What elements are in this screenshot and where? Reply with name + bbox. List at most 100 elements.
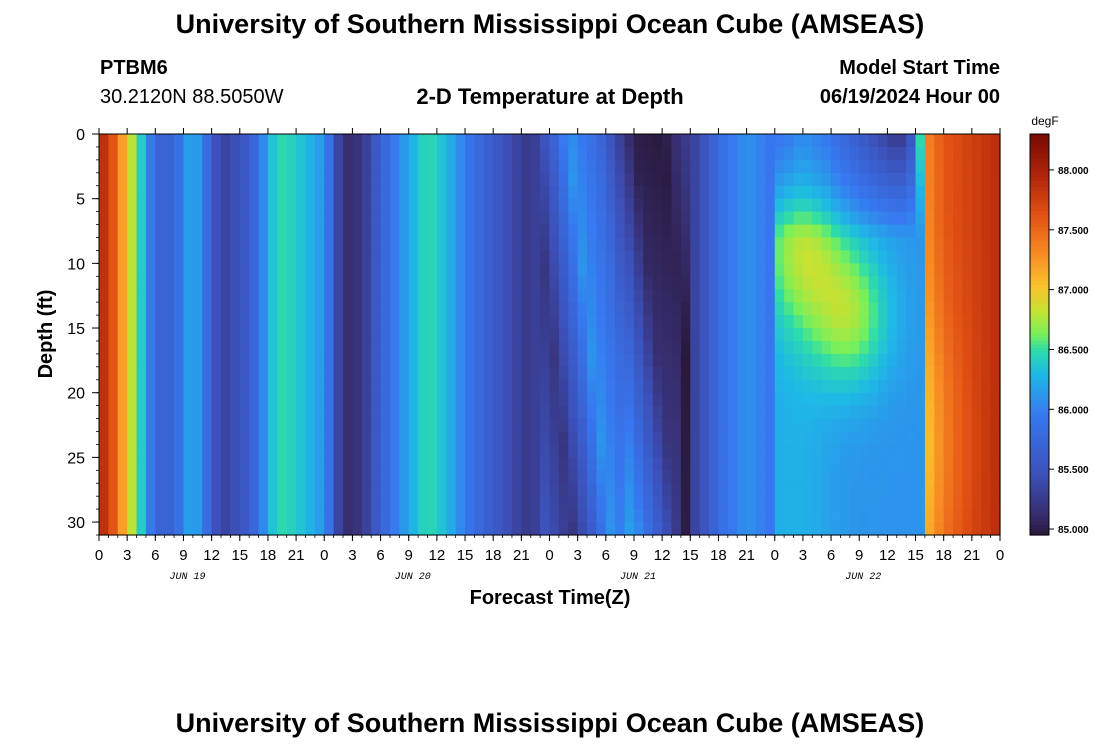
heat-cell [577,185,588,200]
heat-cell [671,444,682,458]
heat-cell [333,418,344,433]
heat-cell [465,159,476,174]
heat-cell [709,224,720,239]
heat-cell [305,444,316,458]
heat-cell [727,431,738,446]
colorbar-step [1030,180,1049,185]
heat-cell [962,483,973,497]
heat-cell [812,224,823,239]
heat-cell [99,496,109,510]
heat-cell [971,340,982,355]
heat-cell [239,470,250,484]
heat-cell [802,134,813,148]
heat-cell [408,444,419,458]
heat-cell [474,224,485,239]
heat-cell [427,263,438,277]
colorbar-step [1030,254,1049,259]
heat-cell [915,522,926,536]
heat-cell [493,457,504,471]
heat-cell [718,366,729,381]
heat-cell [117,405,128,420]
heat-cell [174,237,185,252]
heat-cell [990,340,1001,355]
heat-cell [540,172,551,187]
heat-cell [127,522,138,536]
heat-cell [202,315,213,329]
heat-cell [117,353,128,368]
heat-cell [877,340,888,355]
heat-cell [558,172,569,187]
heat-cell [389,289,400,303]
heat-cell [164,431,175,446]
heat-cell [267,418,278,433]
heat-cell [371,185,382,200]
heat-cell [436,483,447,497]
heat-cell [164,224,175,239]
heat-cell [305,134,316,148]
heat-cell [427,470,438,484]
heat-cell [258,418,269,433]
heat-cell [239,431,250,446]
heat-cell [821,509,832,523]
heat-cell [502,276,513,290]
heat-cell [511,315,522,329]
heat-cell [577,405,588,420]
heat-cell [962,250,973,264]
heat-cell [249,185,260,200]
heat-cell [596,198,607,213]
heat-cell [849,211,860,226]
heat-cell [174,457,185,471]
heat-cell [849,340,860,355]
heat-cell [408,353,419,368]
heat-cell [680,146,691,161]
heat-cell [418,250,429,264]
heat-cell [718,276,729,290]
heat-cell [709,172,720,187]
heat-cell [117,289,128,303]
heat-cell [258,172,269,187]
heat-cell [662,483,673,497]
heat-cell [465,172,476,187]
heat-cell [849,328,860,342]
heat-cell [915,328,926,342]
heat-cell [727,237,738,252]
heat-cell [324,379,335,394]
heat-cell [267,146,278,161]
heat-cell [718,496,729,510]
heat-cell [324,263,335,277]
heat-cell [793,263,804,277]
heat-cell [511,457,522,471]
heat-cell [981,392,992,407]
heat-cell [192,302,203,316]
heat-cell [277,198,288,213]
colorbar-step [1030,144,1049,148]
heat-cell [436,250,447,264]
heat-cell [286,146,297,161]
heat-cell [155,185,166,200]
heat-cell [277,405,288,420]
heat-cell [680,302,691,316]
heat-cell [502,444,513,458]
heat-cell [812,457,823,471]
x-tick-label: 9 [630,547,638,564]
heat-cell [408,263,419,277]
heat-cell [784,418,795,433]
heat-cell [174,340,185,355]
heat-cell [136,224,147,239]
heat-cell [680,340,691,355]
heat-cell [840,457,851,471]
heat-cell [812,418,823,433]
heat-cell [380,496,391,510]
heat-cell [831,496,842,510]
heat-cell [981,379,992,394]
heat-cell [333,237,344,252]
heat-cell [145,405,156,420]
heat-cell [831,379,842,394]
heat-cell [774,379,785,394]
colorbar-step [1030,291,1049,295]
heat-cell [221,431,231,446]
heat-cell [296,328,307,342]
heat-cell [436,522,447,536]
heat-cell [774,483,785,497]
heat-cell [117,496,128,510]
